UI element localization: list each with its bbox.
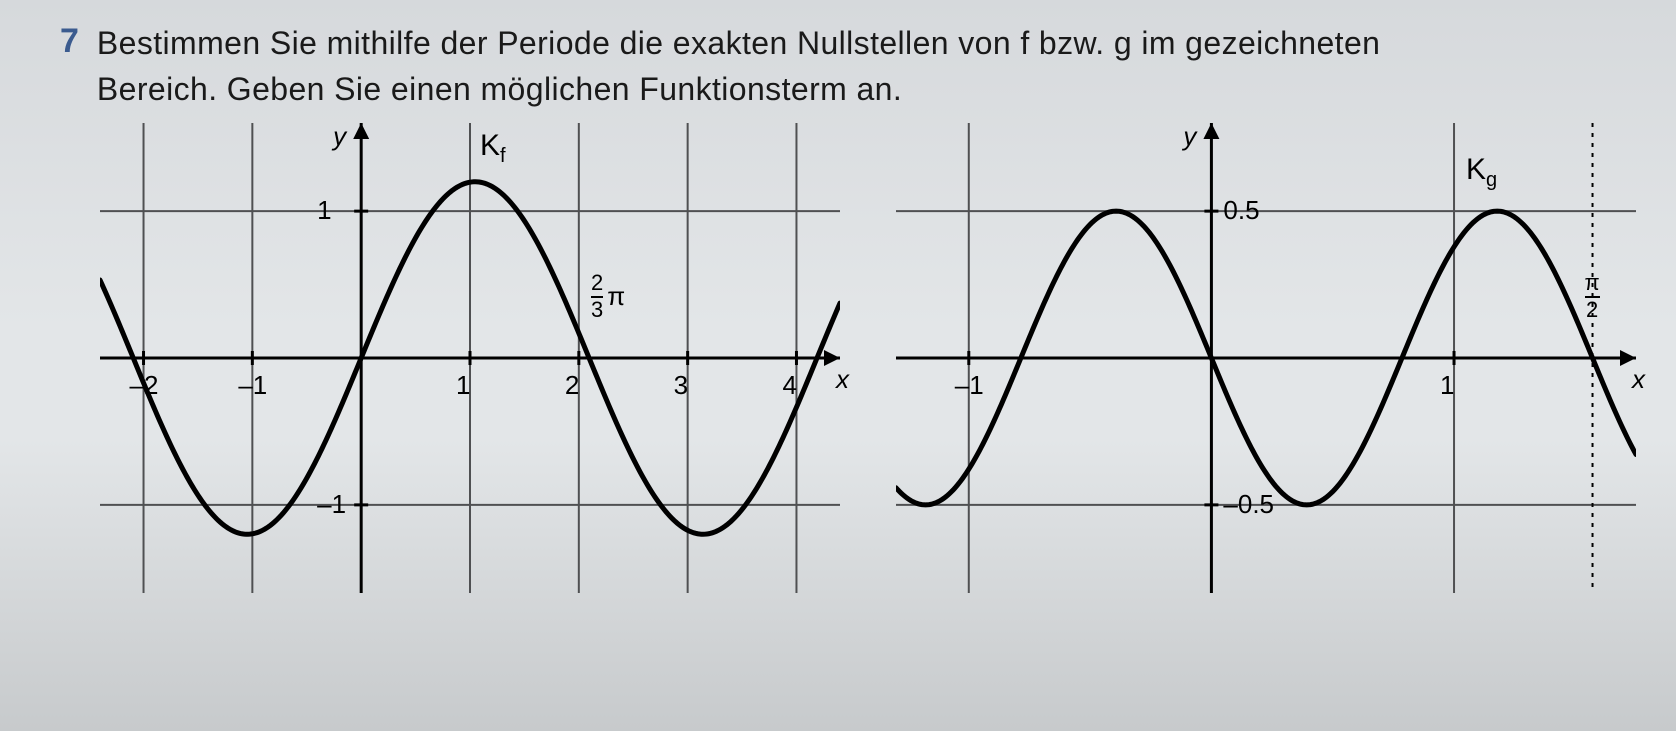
chart-f: yxKf–2–112341–123π	[100, 123, 840, 593]
x-tick-label: 2	[565, 370, 579, 401]
problem-statement: 7 Bestimmen Sie mithilfe der Periode die…	[60, 20, 1646, 113]
y-tick-label: 0.5	[1223, 195, 1259, 226]
problem-number: 7	[60, 22, 79, 61]
x-tick-label: –1	[238, 370, 267, 401]
y-axis-label: y	[1183, 121, 1196, 152]
x-tick-label: 1	[1440, 370, 1454, 401]
x-tick-label: 1	[456, 370, 470, 401]
y-tick-label: –1	[317, 489, 346, 520]
x-tick-label: –2	[130, 370, 159, 401]
problem-text-line1: Bestimmen Sie mithilfe der Periode die e…	[97, 25, 1380, 61]
chart-f-svg	[100, 123, 840, 593]
curve-label-f: Kf	[480, 129, 506, 168]
curve-label-g: Kg	[1466, 153, 1497, 192]
y-axis-label: y	[333, 121, 346, 152]
chart-g-svg	[896, 123, 1636, 593]
x-tick-label: –1	[955, 370, 984, 401]
x-tick-label: 4	[782, 370, 796, 401]
problem-text: Bestimmen Sie mithilfe der Periode die e…	[97, 20, 1380, 113]
problem-text-line2: Bereich. Geben Sie einen möglichen Funkt…	[97, 71, 902, 107]
y-tick-label: 1	[317, 195, 331, 226]
special-tick-label: π2	[1585, 273, 1600, 321]
x-axis-label: x	[836, 364, 849, 395]
x-tick-label: 3	[674, 370, 688, 401]
special-tick-label: 23π	[591, 273, 625, 321]
chart-g: yxKg–110.5–0.5π2	[896, 123, 1636, 593]
y-tick-label: –0.5	[1223, 489, 1274, 520]
x-axis-label: x	[1632, 364, 1645, 395]
